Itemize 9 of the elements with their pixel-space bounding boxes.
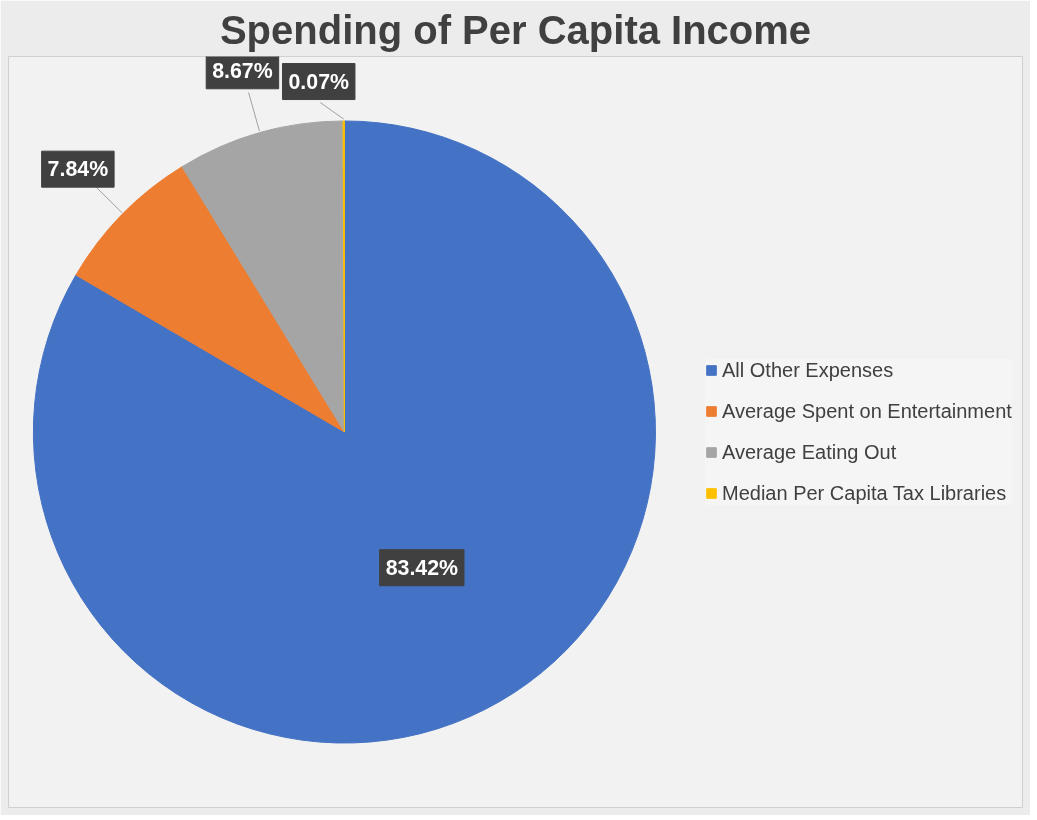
legend-label: Average Spent on Entertainment (722, 399, 1012, 423)
data-label: 8.67% (212, 58, 273, 83)
legend-label: Average Eating Out (722, 440, 898, 464)
legend-label: Median Per Capita Tax Libraries (722, 481, 1008, 505)
legend-label: All Other Expenses (722, 358, 895, 382)
data-label: 83.42% (385, 555, 459, 580)
data-label: 0.07% (288, 69, 349, 94)
data-label: 7.84% (47, 157, 109, 182)
chart-title: Spending of Per Capita Income (219, 7, 812, 52)
